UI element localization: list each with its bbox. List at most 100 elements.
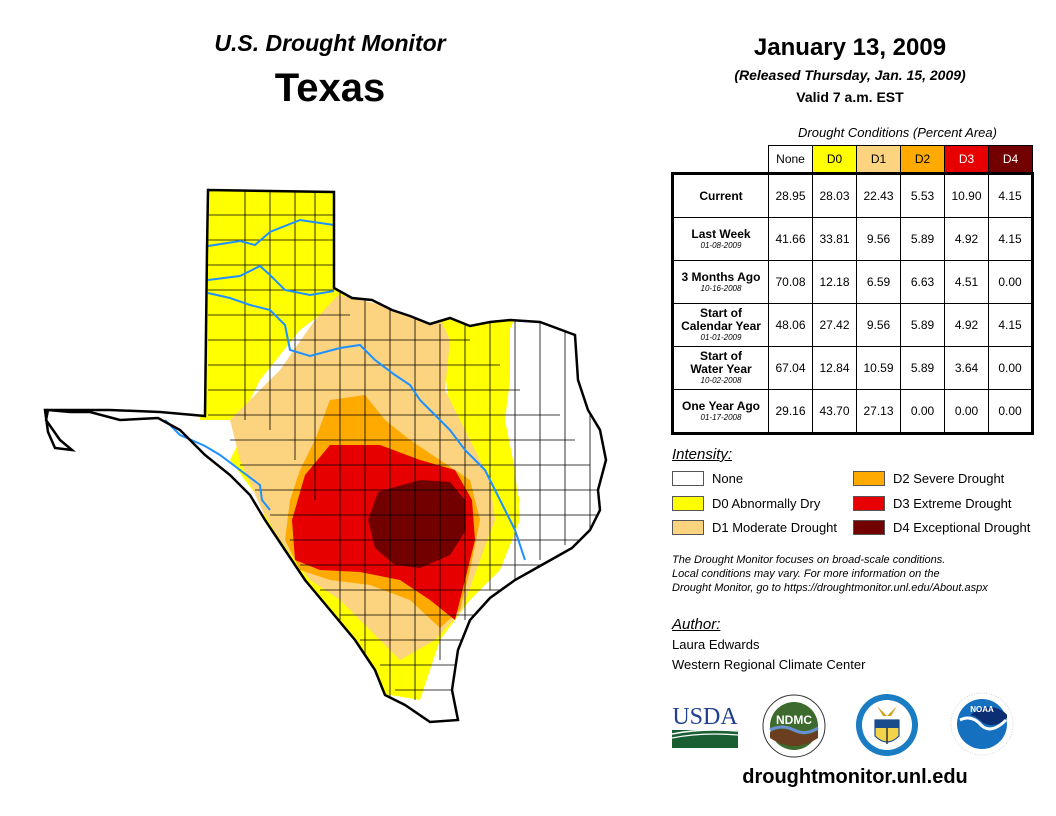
cell: 5.89	[900, 217, 945, 261]
row-label-text: Last Week	[691, 226, 751, 241]
cell: 3.64	[944, 346, 989, 390]
legend-item-d0: D0 Abnormally Dry	[672, 496, 820, 511]
county-lines	[208, 190, 600, 700]
cell: 28.95	[768, 172, 813, 218]
legend-item-d4: D4 Exceptional Drought	[853, 520, 1030, 535]
cell: 10.59	[856, 346, 901, 390]
col-d1: D1	[856, 145, 901, 174]
header-blank	[673, 146, 769, 174]
disclaimer-note: The Drought Monitor focuses on broad-sca…	[672, 553, 1042, 595]
row-date: 10-02-2008	[700, 376, 742, 385]
row-label: 3 Months Ago 10-16-2008	[671, 260, 769, 304]
row-label: Start of Water Year 10-02-2008	[671, 346, 769, 390]
legend-label: D0 Abnormally Dry	[712, 496, 821, 511]
legend-swatch	[853, 496, 885, 511]
table-header-row: None D0 D1 D2 D3 D4	[673, 145, 1033, 174]
legend-item-none: None	[672, 471, 743, 486]
row-label: One Year Ago 01-17-2008	[671, 389, 769, 435]
cell: 9.56	[856, 217, 901, 261]
cell: 28.03	[812, 172, 857, 218]
cell: 4.92	[944, 303, 989, 347]
cell: 22.43	[856, 172, 901, 218]
cell: 33.81	[812, 217, 857, 261]
cell: 4.51	[944, 260, 989, 304]
cell: 70.08	[768, 260, 813, 304]
cell: 4.15	[988, 172, 1034, 218]
col-d3: D3	[944, 145, 989, 174]
author-heading: Author:	[672, 616, 721, 633]
col-d0: D0	[812, 145, 857, 174]
cell: 0.00	[988, 260, 1034, 304]
cell: 6.63	[900, 260, 945, 304]
area-d4	[368, 480, 466, 568]
legend-swatch	[853, 520, 885, 535]
cell: 0.00	[988, 346, 1034, 390]
col-d4: D4	[988, 145, 1033, 174]
noaa-logo-text: NOAA	[970, 705, 994, 714]
website-url[interactable]: droughtmonitor.unl.edu	[742, 766, 968, 788]
author-organization: Western Regional Climate Center	[672, 657, 866, 672]
col-d2: D2	[900, 145, 945, 174]
author-name: Laura Edwards	[672, 637, 760, 652]
legend-label: D2 Severe Drought	[893, 471, 1005, 486]
row-date: 10-16-2008	[700, 283, 742, 293]
row-label-text: Start of Calendar Year	[681, 306, 761, 333]
row-label-text: One Year Ago	[681, 398, 761, 413]
legend-item-d2: D2 Severe Drought	[853, 471, 1004, 486]
row-label: Start of Calendar Year 01-01-2009	[671, 303, 769, 347]
legend-swatch	[672, 471, 704, 486]
legend-label: D3 Extreme Drought	[893, 496, 1012, 511]
table-row: Start of Water Year 10-02-2008 67.04 12.84…	[671, 346, 1034, 390]
row-label-text: 3 Months Ago	[681, 269, 761, 284]
cell: 27.13	[856, 389, 901, 435]
legend-title: Intensity:	[672, 446, 733, 463]
noaa-logo: NOAA	[950, 692, 1014, 756]
usda-logo-text: USDA	[672, 704, 738, 730]
legend-swatch	[853, 471, 885, 486]
table-row: Current 28.95 28.03 22.43 5.53 10.90 4.1…	[671, 172, 1034, 218]
ndmc-logo: NDMC	[762, 694, 826, 758]
legend-label: D1 Moderate Drought	[712, 520, 838, 535]
texas-drought-map	[43, 188, 608, 724]
note-line: The Drought Monitor focuses on broad-sca…	[672, 554, 946, 566]
cell: 41.66	[768, 217, 813, 261]
row-label-text: Start of Water Year	[690, 349, 752, 376]
cell: 10.90	[944, 172, 989, 218]
cell: 4.92	[944, 217, 989, 261]
cell: 0.00	[900, 389, 945, 435]
col-none: None	[768, 145, 813, 174]
rivers	[164, 218, 526, 561]
row-date: 01-08-2009	[700, 240, 742, 250]
legend-swatch	[672, 520, 704, 535]
legend-swatch	[672, 496, 704, 511]
cell: 43.70	[812, 389, 857, 435]
cell: 67.04	[768, 346, 813, 390]
cell: 6.59	[856, 260, 901, 304]
cell: 4.15	[988, 217, 1034, 261]
table-row: One Year Ago 01-17-2008 29.16 43.70 27.13…	[671, 389, 1034, 435]
row-label: Last Week 01-08-2009	[671, 217, 769, 261]
legend-item-d1: D1 Moderate Drought	[672, 520, 837, 535]
cell: 27.42	[812, 303, 857, 347]
release-date: (Released Thursday, Jan. 15, 2009)	[734, 67, 966, 83]
product-title: U.S. Drought Monitor	[214, 30, 446, 56]
ndmc-logo-text: NDMC	[776, 713, 812, 727]
cell: 12.18	[812, 260, 857, 304]
cell: 29.16	[768, 389, 813, 435]
drought-conditions-table: None D0 D1 D2 D3 D4 Current 28.95 28.03 …	[671, 145, 1034, 435]
region-title: Texas	[274, 66, 386, 110]
cell: 9.56	[856, 303, 901, 347]
doc-seal-logo	[856, 694, 918, 756]
row-date: 01-17-2008	[700, 412, 742, 422]
cell: 48.06	[768, 303, 813, 347]
legend-label: None	[712, 471, 744, 486]
cell: 12.84	[812, 346, 857, 390]
row-date: 01-01-2009	[700, 333, 742, 342]
cell: 0.00	[988, 389, 1034, 435]
usda-logo: USDA	[672, 704, 738, 748]
cell: 5.53	[900, 172, 945, 218]
row-label-text: Current	[699, 188, 743, 203]
cell: 4.15	[988, 303, 1034, 347]
row-label: Current	[671, 172, 769, 218]
legend-label: D4 Exceptional Drought	[893, 520, 1031, 535]
